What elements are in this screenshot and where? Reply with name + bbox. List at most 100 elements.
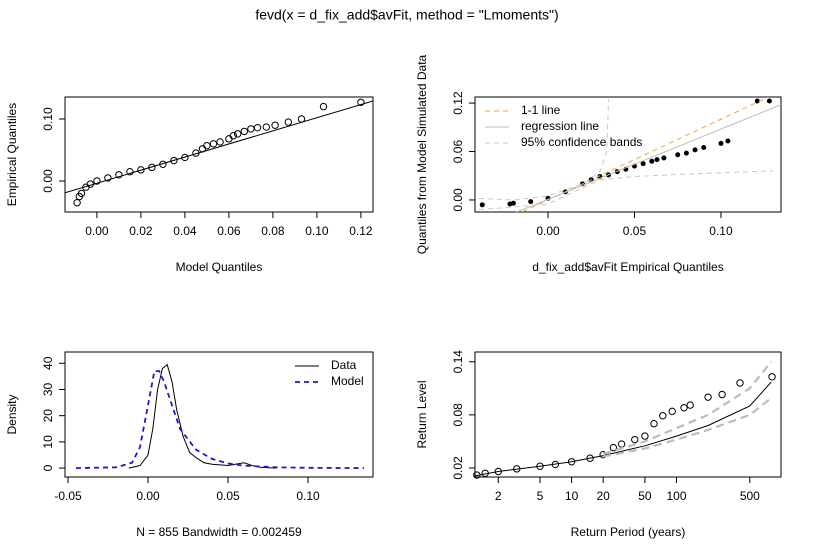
point: [209, 140, 218, 148]
x-tick-label: 0.12: [349, 224, 373, 238]
legend-label: regression line: [521, 119, 599, 133]
point: [692, 147, 698, 153]
y-tick-label: 10: [41, 435, 55, 449]
y-axis-label: Return Level: [415, 380, 429, 448]
line: [65, 100, 373, 194]
legend-label: 95% confidence bands: [521, 135, 642, 149]
point: [284, 118, 292, 126]
line: [515, 104, 781, 212]
x-tick-label: 0.05: [216, 489, 240, 503]
point: [225, 135, 233, 143]
y-tick-label: 0.06: [451, 140, 465, 164]
point: [73, 199, 81, 207]
line: [478, 98, 609, 201]
point: [319, 102, 328, 111]
y-tick-label: 30: [41, 382, 55, 396]
point: [247, 125, 255, 133]
point: [586, 454, 594, 462]
x-tick-label: 0.10: [709, 224, 733, 238]
y-tick-label: 0.12: [451, 91, 465, 115]
point: [768, 373, 776, 381]
point: [686, 401, 694, 409]
point: [126, 168, 134, 176]
point: [609, 443, 618, 452]
point: [640, 161, 646, 167]
legend-label: Data: [331, 358, 357, 372]
x-axis-label: d_fix_add$avFit Empirical Quantiles: [532, 260, 723, 274]
x-tick-label: 0.06: [217, 224, 241, 238]
point: [203, 141, 211, 150]
x-tick-label: 2: [495, 489, 502, 503]
y-axis-label: Density: [5, 394, 19, 434]
point: [725, 138, 731, 144]
line: [128, 363, 277, 469]
line: [602, 397, 772, 458]
point: [229, 132, 238, 140]
point: [271, 121, 279, 129]
x-tick-label: 100: [666, 489, 686, 503]
x-tick-label: 0.10: [305, 224, 329, 238]
y-tick-label: 0.00: [41, 169, 55, 193]
point: [528, 199, 534, 205]
point: [701, 144, 707, 150]
point: [649, 158, 655, 164]
x-tick-label: 0.00: [136, 489, 160, 503]
point: [704, 393, 712, 401]
point: [234, 130, 242, 138]
point: [137, 166, 145, 174]
point: [77, 189, 86, 198]
x-tick-label: -0.05: [54, 489, 82, 503]
x-tick-label: 0.00: [536, 224, 560, 238]
point: [661, 155, 667, 161]
legend-label: Model: [331, 374, 364, 388]
y-tick-label: 0: [41, 464, 55, 471]
line: [478, 170, 773, 211]
figure-title: fevd(x = d_fix_add$avFit, method = "Lmom…: [255, 7, 558, 23]
point: [240, 127, 249, 136]
y-tick-label: 0.02: [451, 456, 465, 480]
point: [654, 157, 660, 163]
x-tick-label: 5: [537, 489, 544, 503]
point: [253, 123, 262, 132]
x-tick-label: 50: [638, 489, 652, 503]
line: [602, 361, 773, 455]
line: [475, 381, 772, 477]
x-tick-label: 0.10: [296, 489, 320, 503]
plot-box: [474, 96, 782, 213]
point: [357, 98, 365, 106]
point: [479, 202, 485, 208]
point: [650, 420, 658, 428]
x-tick-label: 10: [565, 489, 579, 503]
point: [617, 440, 626, 448]
point: [718, 140, 724, 146]
point: [668, 407, 676, 416]
x-tick-label: 500: [740, 489, 760, 503]
y-tick-label: 40: [41, 356, 55, 370]
y-axis-label: Empirical Quantiles: [5, 103, 19, 206]
y-tick-label: 0.14: [451, 350, 465, 374]
plot-box: [64, 351, 374, 478]
point: [766, 98, 772, 104]
point: [510, 200, 516, 206]
point: [641, 432, 649, 440]
point: [262, 123, 270, 131]
x-axis-label: N = 855 Bandwidth = 0.002459: [136, 525, 302, 539]
x-tick-label: 0.08: [261, 224, 285, 238]
y-tick-label: 0.08: [451, 403, 465, 427]
point: [683, 150, 689, 156]
x-tick-label: 0.00: [85, 224, 109, 238]
point: [675, 152, 681, 158]
point: [93, 177, 101, 185]
x-tick-label: 0.02: [129, 224, 153, 238]
y-axis-label: Quantiles from Model Simulated Data: [415, 54, 429, 254]
x-axis-label: Return Period (years): [571, 525, 686, 539]
x-tick-label: 0.04: [173, 224, 197, 238]
point: [216, 138, 224, 146]
point: [680, 404, 688, 412]
y-tick-label: 0.00: [451, 188, 465, 212]
x-tick-label: 20: [596, 489, 610, 503]
plot-box: [64, 96, 374, 213]
point: [115, 171, 123, 179]
x-tick-label: 0.05: [623, 224, 647, 238]
line: [75, 370, 365, 469]
